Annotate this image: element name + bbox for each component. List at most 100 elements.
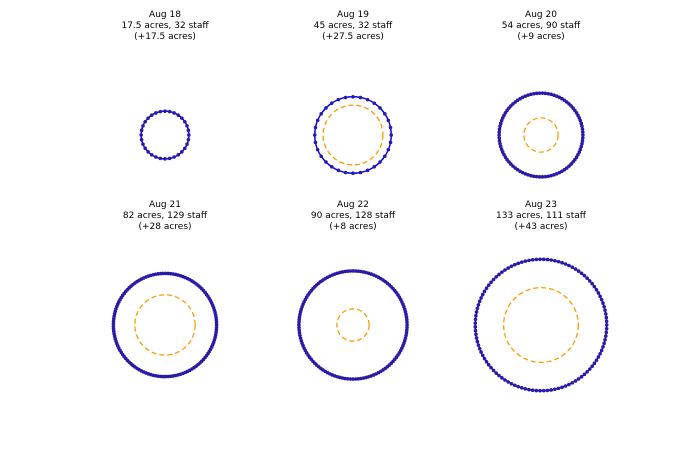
staff-dot — [473, 317, 478, 322]
panel-subtitle: 17.5 acres, 32 staff — [121, 21, 209, 31]
staff-dot — [602, 341, 606, 346]
staff-dot — [587, 279, 592, 283]
staff-dot — [604, 315, 609, 320]
staff-dot — [538, 388, 542, 393]
staff-dot — [538, 257, 542, 262]
staff-dots — [139, 109, 191, 161]
staff-dot — [531, 174, 536, 179]
staff-dot — [556, 386, 561, 391]
staff-dot — [497, 139, 502, 143]
panel-title: Aug 20 — [525, 10, 557, 20]
staff-dot — [186, 137, 191, 142]
staff-dot — [529, 92, 533, 97]
staff-dot — [186, 128, 191, 133]
staff-dots — [473, 257, 609, 393]
staff-dot — [343, 170, 348, 175]
staff-dot — [604, 330, 609, 335]
staff-dot — [319, 154, 324, 159]
staff-dot — [473, 321, 478, 325]
staff-dot — [329, 101, 334, 106]
staff-dot — [167, 109, 172, 114]
panel-subtitle: 90 acres, 128 staff — [311, 211, 396, 221]
staff-dot — [146, 150, 150, 154]
staff-dot — [315, 147, 320, 152]
staff-dot — [573, 267, 578, 271]
staff-dot — [353, 269, 358, 273]
staff-dot — [541, 257, 546, 262]
staff-dot — [475, 339, 480, 344]
staff-dot — [474, 332, 478, 337]
staff-dot — [527, 258, 531, 263]
staff-dot — [388, 125, 393, 130]
staff-dot — [553, 387, 557, 392]
staff-dot — [359, 376, 363, 381]
panel-note: (+17.5 acres) — [134, 32, 196, 42]
staff-dot — [499, 118, 504, 123]
staff-dot — [601, 301, 605, 305]
staff-dot — [543, 174, 548, 179]
staff-dot — [601, 345, 605, 349]
panel-title: Aug 18 — [149, 10, 181, 20]
panel-subtitle: 82 acres, 129 staff — [123, 211, 208, 221]
staff-dot — [491, 368, 496, 373]
staff-dot — [578, 118, 583, 123]
staff-dot — [351, 171, 355, 176]
staff-dot — [297, 323, 301, 327]
staff-dot — [161, 271, 165, 276]
staff-dot — [570, 381, 575, 385]
panel-subtitle: 133 acres, 111 staff — [496, 211, 587, 221]
staff-dot — [576, 377, 581, 381]
staff-dot — [404, 315, 409, 319]
staff-dot — [474, 310, 479, 314]
staff-dot — [497, 136, 502, 140]
staff-dot — [576, 269, 581, 273]
staff-dot — [592, 361, 597, 366]
staff-dot — [343, 95, 348, 100]
staff-dot — [598, 294, 602, 299]
staff-dot — [476, 303, 481, 307]
staff-dots — [312, 94, 394, 176]
staff-dot — [560, 260, 564, 265]
staff-dot — [473, 328, 478, 333]
staff-dot — [479, 296, 483, 300]
panel-subtitle: 54 acres, 90 staff — [502, 21, 581, 31]
staff-dot — [498, 121, 503, 126]
staff-dot — [176, 153, 181, 157]
staff-dot — [598, 351, 602, 356]
staff-dot — [163, 271, 168, 276]
staff-dot — [563, 384, 568, 388]
staff-dot — [534, 174, 539, 179]
panel-title: Aug 23 — [525, 200, 557, 210]
staff-dot — [585, 370, 589, 374]
staff-dot — [356, 377, 361, 381]
staff-dot — [497, 127, 502, 131]
staff-dot — [590, 364, 594, 369]
staff-dot — [577, 116, 582, 120]
staff-dot — [475, 306, 480, 311]
staff-dot — [497, 373, 501, 378]
staff-dot — [604, 323, 609, 327]
staff-dot — [553, 258, 557, 263]
staff-dot — [187, 133, 191, 137]
staff-dot — [567, 263, 571, 268]
staff-dot — [578, 147, 583, 152]
staff-dot — [473, 325, 478, 329]
staff-dot — [534, 257, 539, 262]
staff-dots — [297, 269, 409, 381]
panel-note: (+27.5 acres) — [322, 32, 384, 42]
staff-dot — [512, 383, 517, 388]
staff-dot — [570, 265, 575, 269]
staff-dot — [590, 281, 594, 286]
staff-dot — [573, 379, 578, 383]
staff-dot — [545, 388, 550, 393]
staff-dot — [163, 109, 167, 113]
staff-dot — [489, 280, 493, 285]
staff-dot — [519, 386, 524, 390]
staff-dot — [365, 97, 370, 102]
increase-circle — [134, 294, 196, 356]
staff-dot — [537, 91, 542, 95]
staff-dot — [540, 175, 545, 179]
staff-dot — [388, 140, 393, 145]
staff-dot — [405, 323, 409, 327]
